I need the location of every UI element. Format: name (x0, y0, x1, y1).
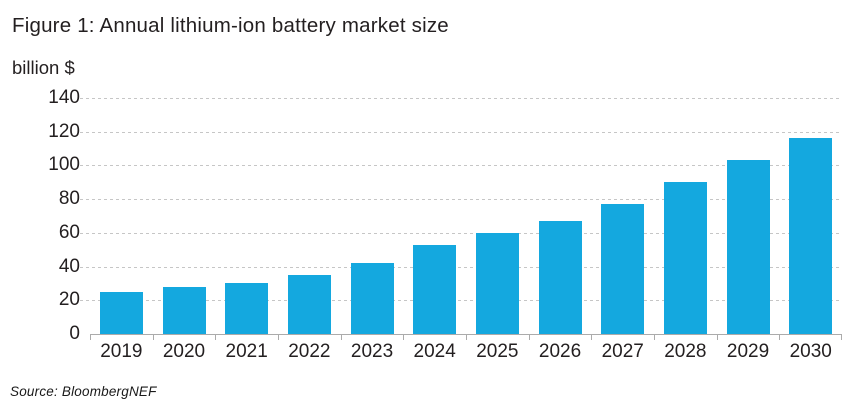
gridline-140 (80, 98, 842, 99)
y-axis-tick-label-20: 20 (58, 289, 80, 311)
x-axis-label-2027: 2027 (601, 341, 644, 362)
gridline-60 (80, 232, 842, 234)
x-axis-label-2030: 2030 (789, 341, 832, 362)
x-axis-label-2022: 2022 (288, 341, 331, 362)
y-axis-tick-label-140: 140 (48, 87, 80, 108)
x-axis-tick (466, 335, 467, 340)
x-axis-label-2023: 2023 (350, 341, 394, 362)
bar-2023 (350, 263, 394, 334)
bar-2020 (162, 287, 206, 334)
bar-2019 (99, 292, 143, 334)
y-axis-tick-label-60: 60 (58, 221, 80, 243)
x-axis-labels: 2019 2020 2021 2022 2023 2024 2025 2026 2027 2028… (90, 341, 842, 363)
x-axis-label-2028: 2028 (664, 341, 707, 362)
gridline-20 (80, 300, 842, 302)
gridline-120 (80, 131, 842, 133)
x-axis-tick (90, 335, 91, 340)
x-axis-tick (717, 335, 718, 340)
x-axis-label-2020: 2020 (162, 341, 206, 362)
y-axis-unit-label: billion $ (12, 57, 75, 78)
bar-2022 (287, 275, 331, 334)
y-axis-tick-label-100: 100 (48, 154, 80, 176)
chart-title: Figure 1: Annual lithium-ion battery mar… (12, 14, 449, 37)
x-axis-tick (841, 335, 842, 340)
x-axis-tick (153, 335, 154, 340)
bar-2030 (789, 138, 833, 334)
bar-2028 (663, 182, 707, 334)
x-axis-tick (341, 335, 342, 340)
y-axis-tick-label-120: 120 (48, 120, 80, 142)
y-axis-tick-label-40: 40 (58, 255, 80, 277)
x-axis-label-2021: 2021 (225, 341, 268, 362)
x-axis-tick (591, 335, 592, 340)
y-axis-tick-label-0: 0 (69, 323, 80, 344)
gridline-40 (80, 266, 842, 268)
x-axis-label-2019: 2019 (100, 341, 143, 362)
x-axis-label-2026: 2026 (538, 341, 582, 362)
bar-2026 (538, 221, 582, 334)
x-axis-tick (779, 335, 780, 340)
y-axis-tick-label-80: 80 (58, 188, 80, 210)
x-axis-tick (529, 335, 530, 340)
x-axis-tick (278, 335, 279, 340)
x-axis-tick (215, 335, 216, 340)
bar-2027 (601, 204, 645, 334)
x-axis-label-2024: 2024 (413, 341, 456, 362)
x-axis-label-2029: 2029 (726, 341, 770, 362)
x-axis-tick (403, 335, 404, 340)
x-axis-tick (654, 335, 655, 340)
gridline-100 (80, 165, 842, 167)
bar-2025 (475, 233, 519, 334)
bar-2029 (726, 160, 770, 334)
source-note: Source: BloombergNEF (10, 384, 157, 399)
plot-area (80, 98, 842, 340)
bar-2024 (413, 245, 457, 334)
gridline-80 (80, 199, 842, 201)
x-axis-label-2025: 2025 (476, 341, 519, 362)
bar-2021 (225, 283, 269, 334)
